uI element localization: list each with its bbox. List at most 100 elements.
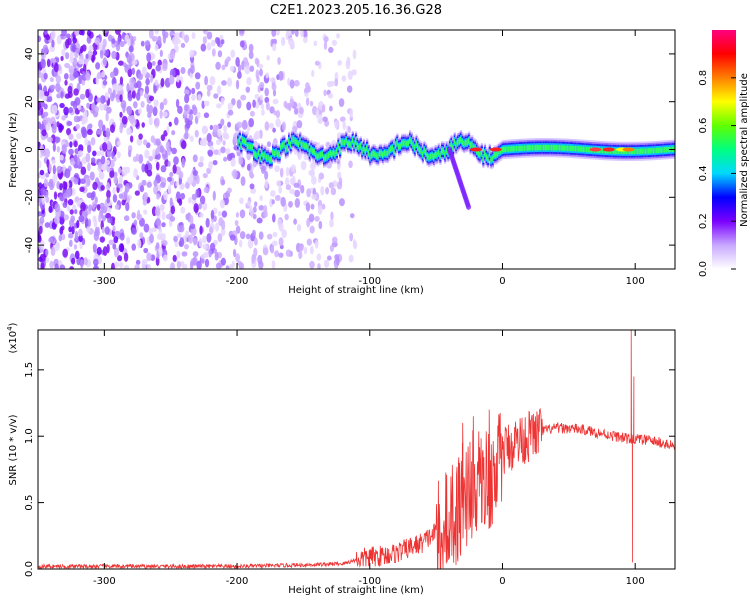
signal-cell [331, 151, 334, 158]
signal-cell [262, 153, 265, 159]
noise-blob [73, 72, 80, 79]
signal-cell [452, 144, 455, 151]
noise-blob [169, 49, 176, 60]
noise-blob [75, 47, 80, 54]
noise-blob [92, 258, 99, 266]
x-tick-label: -300 [93, 576, 116, 587]
signal-cell [632, 148, 635, 155]
noise-blob [94, 263, 98, 269]
signal-cell [267, 155, 270, 161]
noise-blob [184, 93, 190, 104]
noise-blob [143, 247, 149, 254]
noise-blob [60, 55, 64, 62]
noise-blob [68, 226, 73, 233]
signal-cell [238, 136, 241, 143]
noise-blob [112, 83, 118, 90]
noise-blob [208, 161, 213, 170]
signal-cell [426, 153, 429, 160]
signal-cell [503, 146, 506, 153]
noise-blob [146, 181, 152, 188]
noise-blob [42, 44, 49, 55]
signal-cell [329, 150, 332, 156]
noise-blob [148, 104, 154, 114]
noise-blob [92, 50, 98, 56]
signal-cell [612, 148, 616, 154]
signal-cell [361, 148, 364, 154]
noise-blob [129, 77, 136, 86]
noise-blob [59, 154, 64, 161]
noise-blob [202, 36, 207, 45]
noise-blob [264, 87, 269, 97]
signal-cell [335, 148, 338, 155]
noise-blob [155, 161, 160, 171]
noise-blob [202, 235, 207, 244]
noise-blob [136, 213, 143, 221]
noise-blob [94, 196, 98, 204]
signal-cell [490, 157, 493, 163]
signal-cell [240, 142, 243, 149]
noise-blob [259, 94, 264, 101]
noise-blob [38, 159, 42, 169]
signal-cell [237, 139, 240, 146]
noise-blob [76, 220, 80, 229]
noise-blob [313, 40, 318, 47]
noise-blob [80, 107, 85, 113]
noise-blob [126, 54, 132, 64]
noise-blob [99, 236, 106, 243]
noise-blob [151, 53, 156, 60]
noise-blob [78, 30, 83, 36]
noise-blob [99, 50, 104, 59]
noise-blob [258, 63, 264, 69]
noise-blob [45, 34, 51, 41]
noise-blob [86, 225, 91, 233]
noise-blob [248, 50, 254, 60]
noise-blob [145, 78, 150, 86]
noise-blob [112, 243, 117, 250]
noise-blob [54, 203, 61, 213]
noise-blob [85, 88, 90, 99]
signal-cell [552, 145, 555, 151]
noise-blob [45, 248, 49, 257]
noise-blob [117, 167, 122, 174]
noise-blob [121, 199, 126, 206]
noise-blob [45, 196, 50, 204]
noise-blob [235, 56, 240, 67]
signal-cell [310, 146, 313, 153]
noise-blob [106, 189, 111, 199]
noise-blob [317, 205, 323, 215]
signal-cell [380, 150, 383, 156]
noise-blob [69, 266, 74, 269]
noise-blob [309, 225, 315, 234]
noise-blob [183, 110, 188, 116]
noise-blob [104, 159, 110, 166]
noise-blob [220, 257, 227, 266]
signal-cell [665, 147, 668, 153]
signal-cell [417, 144, 420, 150]
noise-blob [80, 166, 87, 175]
noise-blob [107, 87, 112, 95]
noise-blob [80, 258, 84, 269]
noise-blob [346, 56, 351, 66]
noise-blob [212, 160, 218, 166]
noise-blob [122, 103, 126, 114]
noise-blob [56, 121, 60, 128]
noise-blob [249, 208, 254, 218]
noise-blob [285, 166, 290, 177]
y-tick-label: -40 [24, 237, 35, 253]
noise-blob [172, 254, 177, 262]
multiplier-close: ) [8, 322, 19, 326]
noise-blob [101, 226, 106, 234]
signal-cell [600, 147, 603, 154]
noise-blob [107, 34, 113, 42]
noise-blob [73, 140, 78, 148]
noise-blob [73, 115, 80, 123]
signal-cell [480, 149, 483, 156]
noise-blob [212, 124, 219, 133]
noise-blob [214, 222, 220, 232]
noise-blob [194, 129, 199, 138]
noise-blob [170, 205, 176, 215]
signal-cell [667, 146, 670, 153]
noise-blob [173, 156, 179, 165]
signal-cell [450, 141, 453, 148]
noise-blob [310, 169, 315, 178]
